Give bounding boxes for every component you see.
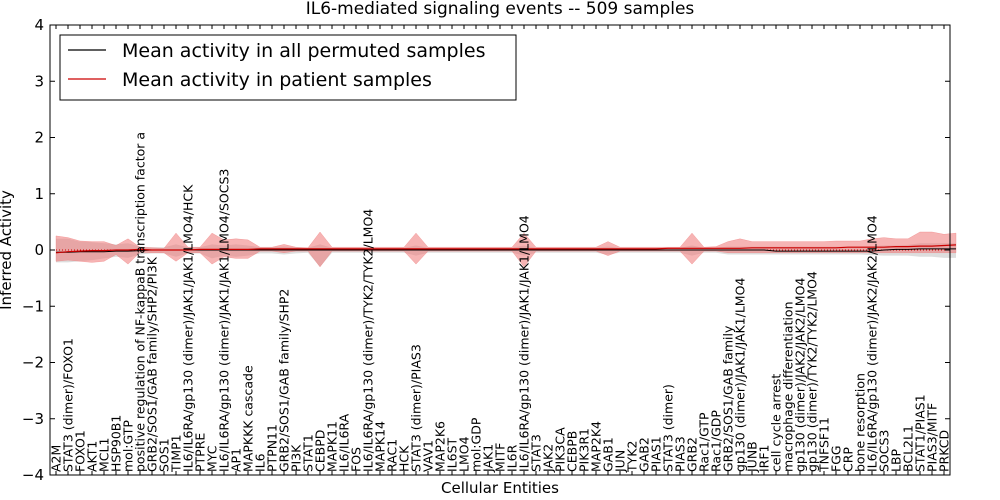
x-category-label: PIAS3: [673, 436, 688, 472]
x-category-label: MAPKKK cascade: [241, 365, 256, 472]
x-category-label: Rac1/GTP: [697, 412, 712, 472]
x-category-label: PTPRE: [193, 433, 208, 472]
x-category-label: GRB2: [685, 437, 700, 472]
x-category-label: STAT3: [529, 434, 544, 472]
y-tick-label: −4: [22, 466, 44, 484]
y-tick-label: 4: [34, 16, 44, 34]
x-category-label: SOS1: [157, 438, 172, 472]
x-category-label: VAV1: [421, 440, 436, 472]
legend-label-patient: Mean activity in patient samples: [122, 69, 432, 91]
x-category-label: BCL2L1: [901, 425, 916, 472]
x-category-label: JAK1: [481, 444, 496, 473]
legend-label-permuted: Mean activity in all permuted samples: [122, 40, 485, 62]
x-category-label: AKT1: [85, 441, 100, 472]
x-category-label: A2M: [49, 445, 64, 472]
x-category-label: IL6/IL6RA/gp130 (dimer)/JAK1/JAK1/LMO4: [517, 215, 532, 472]
x-category-label: GRB2/SOS1/GAB family/SHP2/PI3K: [145, 256, 160, 472]
patient-mean-line: [55, 244, 957, 254]
x-category-label: Rac1/GDP: [709, 410, 724, 472]
x-category-label: mol:GTP: [121, 420, 136, 472]
x-axis-label: Cellular Entities: [441, 479, 559, 497]
x-category-label: GRB2/SOS1/GAB family: [721, 325, 736, 472]
x-category-label: mol:GDP: [469, 417, 484, 472]
x-category-label: JAK2: [541, 444, 556, 473]
x-category-label: HSP90B1: [109, 415, 124, 472]
x-category-label: JUN: [613, 450, 628, 473]
chart-title: IL6-mediated signaling events -- 509 sam…: [306, 0, 695, 19]
x-category-label: SOCS3: [877, 430, 892, 472]
x-category-label: LMO4: [457, 436, 472, 472]
x-category-label: gp130 (dimer)/JAK2/JAK2/LMO4: [793, 278, 808, 472]
x-category-label: JUNB: [745, 441, 760, 473]
x-category-label: TNFSF11: [817, 417, 832, 473]
x-category-label: IL6/IL6RA/gp130 (dimer)/JAK1/JAK1/LMO4/H…: [181, 184, 196, 472]
x-category-label: positive regulation of NF-kappaB transcr…: [133, 132, 148, 472]
x-category-label: STAT3 (dimer): [661, 384, 676, 472]
x-category-label: PIAS1: [649, 436, 664, 472]
x-category-label: IL6R: [505, 444, 520, 472]
x-category-label: CEBPD: [313, 430, 328, 472]
x-category-label: PIAS3/MITF: [925, 403, 940, 472]
x-category-label: STAT1: [301, 434, 316, 472]
x-category-label: CEBPB: [565, 431, 580, 472]
x-category-label: TYK2: [625, 441, 640, 473]
x-category-label: IRF1: [757, 444, 772, 472]
y-tick-label: 1: [34, 185, 44, 203]
x-category-label: cell cycle arrest: [769, 374, 784, 472]
x-category-label: gp130 (dimer)/TYK2/TYK2/LMO4: [805, 271, 820, 472]
y-axis-label: Inferred Activity: [0, 190, 15, 310]
y-tick-label: −1: [22, 297, 44, 315]
x-category-label: MCL1: [97, 438, 112, 472]
legend: Mean activity in all permuted samples Me…: [59, 34, 517, 101]
x-category-label: TIMP1: [169, 434, 184, 473]
x-category-label: MAPK14: [373, 421, 388, 472]
x-category-label: IL6/IL6RA/gp130 (dimer)/TYK2/TYK2/LMO4: [361, 209, 376, 472]
x-category-label: MAPK11: [325, 421, 340, 472]
x-category-label: PTPN11: [265, 424, 280, 472]
y-tick-label: 2: [34, 129, 44, 147]
x-category-label: FOXO1: [73, 430, 88, 472]
x-category-label: macrophage differentiation: [781, 301, 796, 472]
x-category-label: MAP2K6: [433, 421, 448, 472]
x-category-label: PIK3R1: [577, 428, 592, 472]
x-category-label: gp130 (dimer)/JAK1/JAK1/LMO4: [733, 278, 748, 472]
x-category-label: MITF: [493, 443, 508, 472]
x-category-label: FGG: [829, 445, 844, 472]
x-category-label: GRB2/SOS1/GAB family/SHP2: [277, 289, 292, 472]
x-category-label: PIK3CA: [553, 427, 568, 472]
x-category-label: LBP: [889, 448, 904, 472]
x-category-label: PI3K: [289, 444, 304, 472]
x-category-label: MAP2K4: [589, 421, 604, 472]
x-category-label: IL6/IL6RA/gp130 (dimer)/JAK2/JAK2/LMO4: [865, 215, 880, 472]
x-category-label: PRKCD: [937, 430, 952, 472]
legend-box: [59, 34, 517, 101]
y-tick-label: 3: [34, 72, 44, 90]
x-category-label: FOS: [349, 447, 364, 472]
x-category-label: HCK: [397, 445, 412, 472]
x-category-label: IL6: [253, 453, 268, 472]
x-category-label: IL6/IL6RA: [337, 413, 352, 472]
x-category-label: bone resorption: [853, 373, 868, 472]
x-category-label: AP1: [229, 448, 244, 472]
x-category-label: RAC1: [385, 439, 400, 472]
x-category-label: CRP: [841, 447, 856, 472]
x-category-label: GAB2: [637, 437, 652, 472]
x-category-label: IL6/IL6RA/gp130 (dimer)/JAK1/JAK1/LMO4/S…: [217, 169, 232, 472]
x-category-label: IL6ST: [445, 437, 460, 472]
x-category-label: STAT3 (dimer)/PIAS3: [409, 344, 424, 472]
x-category-label: STAT1/PIAS1: [913, 394, 928, 472]
y-tick-label: −3: [22, 410, 44, 428]
x-category-label: GAB1: [601, 437, 616, 472]
x-category-label: MYC: [205, 445, 220, 472]
y-tick-label: 0: [34, 241, 44, 259]
x-category-label: STAT3 (dimer)/FOXO1: [61, 338, 76, 472]
y-tick-label: −2: [22, 354, 44, 372]
